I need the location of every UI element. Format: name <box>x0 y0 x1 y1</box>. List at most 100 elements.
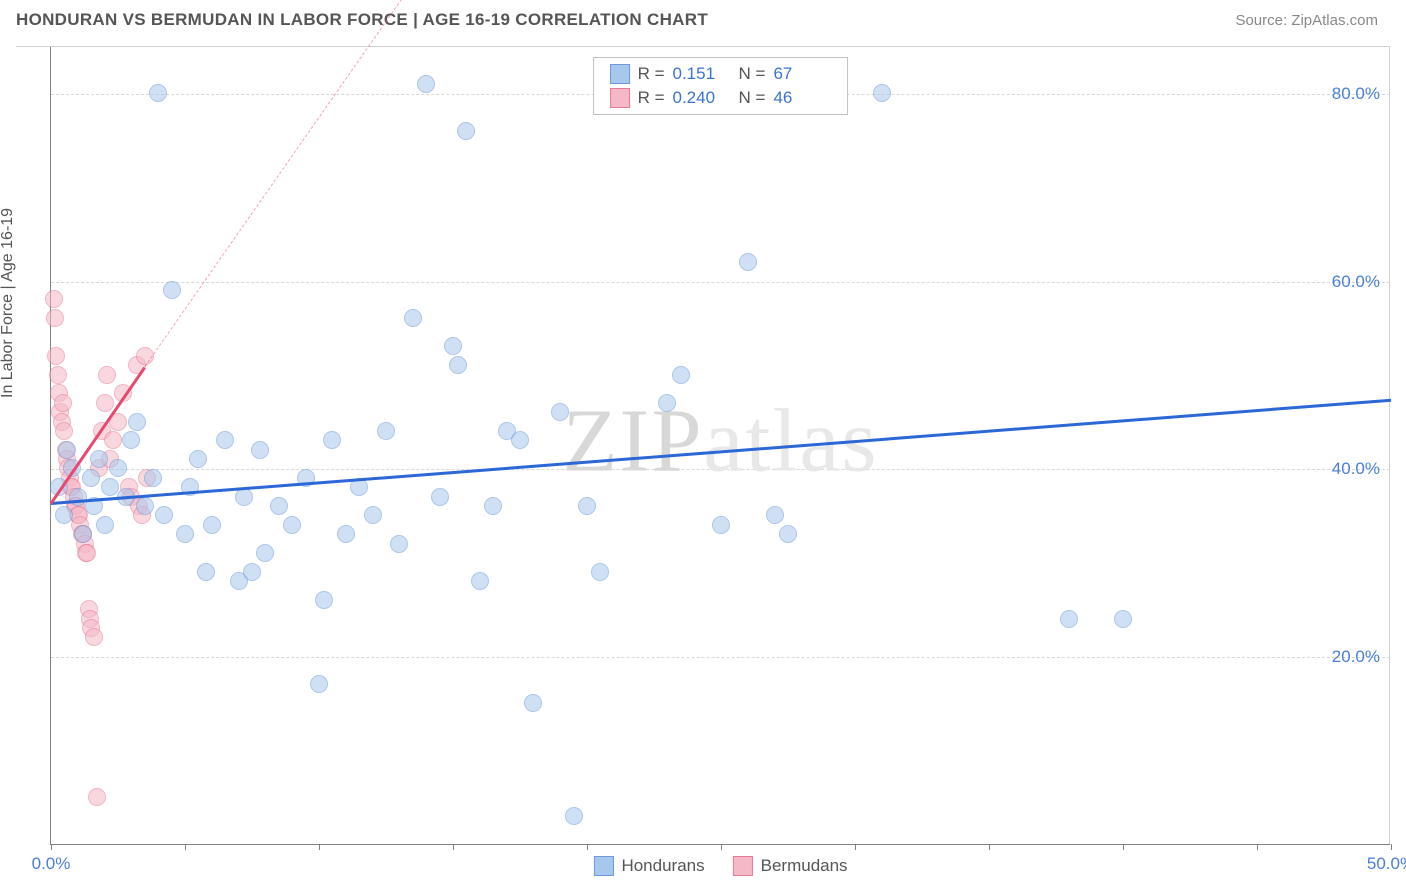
gridline <box>51 469 1390 470</box>
legend-n-label: N = <box>739 88 766 108</box>
y-axis-label: In Labor Force | Age 16-19 <box>0 207 17 397</box>
y-tick-label: 80.0% <box>1332 84 1380 104</box>
x-tick-mark <box>855 844 856 850</box>
legend-r-value: 0.240 <box>673 88 731 108</box>
data-point <box>873 84 891 102</box>
data-point <box>104 431 122 449</box>
legend-r-label: R = <box>638 64 665 84</box>
legend-row: R = 0.151 N = 67 <box>594 62 848 86</box>
data-point <box>109 459 127 477</box>
data-point <box>417 75 435 93</box>
data-point <box>90 450 108 468</box>
x-tick-mark <box>989 844 990 850</box>
data-point <box>323 431 341 449</box>
data-point <box>96 516 114 534</box>
x-tick-mark <box>185 844 186 850</box>
x-tick-mark <box>453 844 454 850</box>
data-point <box>511 431 529 449</box>
data-point <box>270 497 288 515</box>
data-point <box>122 431 140 449</box>
y-tick-label: 20.0% <box>1332 647 1380 667</box>
data-point <box>176 525 194 543</box>
data-point <box>404 309 422 327</box>
data-point <box>101 478 119 496</box>
gridline <box>51 282 1390 283</box>
data-point <box>1114 610 1132 628</box>
data-point <box>46 309 64 327</box>
data-point <box>578 497 596 515</box>
data-point <box>766 506 784 524</box>
data-point <box>377 422 395 440</box>
data-point <box>58 441 76 459</box>
legend-row: R =0.240N =46 <box>594 86 848 110</box>
x-tick-mark <box>1257 844 1258 850</box>
data-point <box>88 788 106 806</box>
data-point <box>471 572 489 590</box>
data-point <box>216 431 234 449</box>
data-point <box>144 469 162 487</box>
legend-swatch <box>593 856 613 876</box>
data-point <box>739 253 757 271</box>
data-point <box>163 281 181 299</box>
data-point <box>431 488 449 506</box>
legend-item: Bermudans <box>733 856 848 876</box>
chart-title: HONDURAN VS BERMUDAN IN LABOR FORCE | AG… <box>16 10 708 30</box>
plot-area: ZIPatlas R =0.151N =67R =0.240N =46 Hond… <box>50 47 1390 845</box>
legend-label: Hondurans <box>621 856 704 876</box>
data-point <box>74 525 92 543</box>
data-point <box>98 366 116 384</box>
x-tick-mark <box>1123 844 1124 850</box>
data-point <box>136 497 154 515</box>
x-tick-mark <box>721 844 722 850</box>
data-point <box>49 366 67 384</box>
data-point <box>457 122 475 140</box>
data-point <box>310 675 328 693</box>
data-point <box>337 525 355 543</box>
data-point <box>85 628 103 646</box>
data-point <box>484 497 502 515</box>
data-point <box>524 694 542 712</box>
data-point <box>1060 610 1078 628</box>
watermark: ZIPatlas <box>563 389 879 492</box>
data-point <box>149 84 167 102</box>
legend-n-value: 46 <box>773 88 831 108</box>
x-tick-mark <box>1391 844 1392 850</box>
chart-frame: In Labor Force | Age 16-19 ZIPatlas R =0… <box>16 46 1390 844</box>
source-label: Source: ZipAtlas.com <box>1235 12 1378 29</box>
legend-n-label: N = <box>739 64 766 84</box>
data-point <box>449 356 467 374</box>
data-point <box>256 544 274 562</box>
data-point <box>779 525 797 543</box>
legend-swatch <box>610 88 630 108</box>
data-point <box>283 516 301 534</box>
legend-n-value: 67 <box>773 64 831 84</box>
y-tick-label: 60.0% <box>1332 272 1380 292</box>
data-point <box>672 366 690 384</box>
data-point <box>96 394 114 412</box>
legend-swatch <box>733 856 753 876</box>
x-tick-mark <box>319 844 320 850</box>
watermark-zip: ZIP <box>563 391 704 490</box>
data-point <box>128 413 146 431</box>
data-point <box>55 506 73 524</box>
data-point <box>251 441 269 459</box>
legend-r-value: 0.151 <box>673 64 731 84</box>
data-point <box>203 516 221 534</box>
series-legend: Hondurans Bermudans <box>593 856 847 876</box>
data-point <box>47 347 65 365</box>
data-point <box>565 807 583 825</box>
x-tick-label: 50.0% <box>1367 854 1406 874</box>
data-point <box>189 450 207 468</box>
correlation-legend: R = 0.151 N = 67R = 0.240 N = 46 <box>593 57 849 115</box>
data-point <box>315 591 333 609</box>
data-point <box>197 563 215 581</box>
legend-swatch <box>610 64 630 84</box>
x-tick-mark <box>587 844 588 850</box>
data-point <box>551 403 569 421</box>
title-bar: HONDURAN VS BERMUDAN IN LABOR FORCE | AG… <box>0 0 1406 40</box>
data-point <box>82 469 100 487</box>
data-point <box>364 506 382 524</box>
data-point <box>658 394 676 412</box>
data-point <box>155 506 173 524</box>
gridline <box>51 657 1390 658</box>
